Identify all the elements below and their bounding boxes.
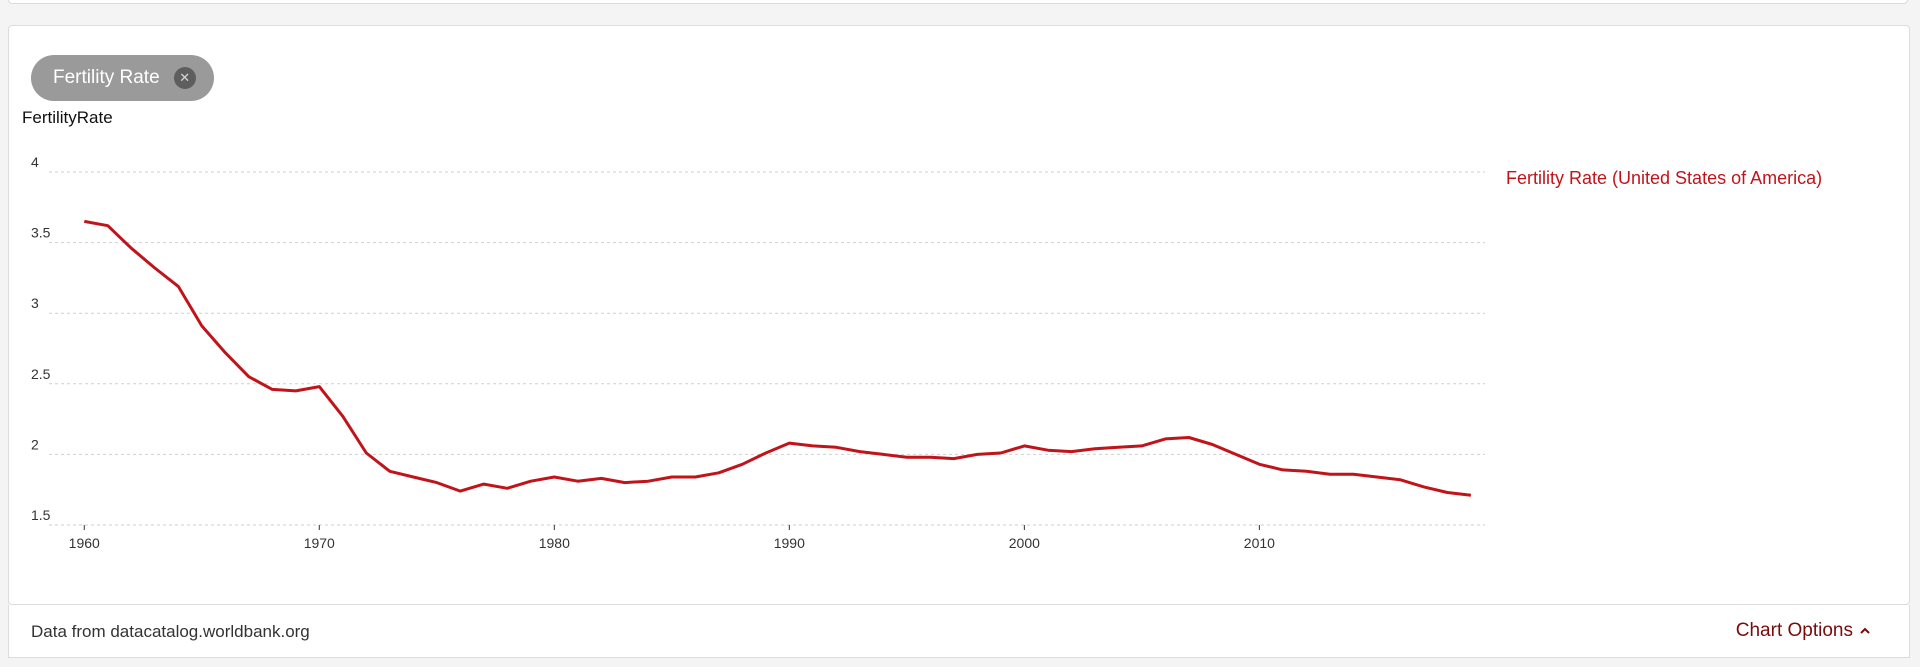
x-tick-label: 2000 [1009,535,1040,551]
y-tick-label: 2.5 [31,366,51,382]
y-tick-label: 3.5 [31,225,51,241]
x-tick-label: 1980 [539,535,570,551]
close-icon[interactable]: ✕ [173,67,196,89]
x-axis-ticks: 1960 1970 1980 1990 2000 2010 [69,525,1275,551]
filter-chip-fertility-rate[interactable]: Fertility Rate ✕ [31,55,214,101]
series-layer [84,219,1472,497]
chevron-up-icon [1860,627,1870,634]
legend-entry-us-fertility[interactable]: Fertility Rate (United States of America… [1506,168,1823,188]
chart-options-button[interactable]: Chart Options [1736,620,1871,642]
y-tick-label: 3 [31,295,39,311]
series-line-us-fertility [84,219,1472,497]
y-axis-title: FertilityRate [22,108,113,127]
y-axis-ticks: 1.5 2 2.5 3 3.5 4 [31,154,51,523]
filter-chip-label: Fertility Rate [53,67,160,88]
y-tick-label: 4 [31,154,39,170]
y-tick-label: 2 [31,436,39,452]
x-tick-label: 1970 [304,535,335,551]
chart-card: Fertility Rate ✕ [8,25,1910,605]
chart-options-label: Chart Options [1735,620,1853,641]
data-source-text: Data from datacatalog.worldbank.org [31,622,310,641]
x-tick-label: 1960 [69,535,100,551]
x-tick-label: 1990 [774,535,805,551]
y-tick-label: 1.5 [31,507,51,523]
grid-lines [49,171,1485,526]
line-chart: 1.5 2 2.5 3 3.5 4 1960 1970 1980 1990 2000 2010 [31,154,1485,551]
x-tick-label: 2010 [1244,535,1275,551]
chart-footer: Data from datacatalog.worldbank.org Char… [8,605,1910,658]
